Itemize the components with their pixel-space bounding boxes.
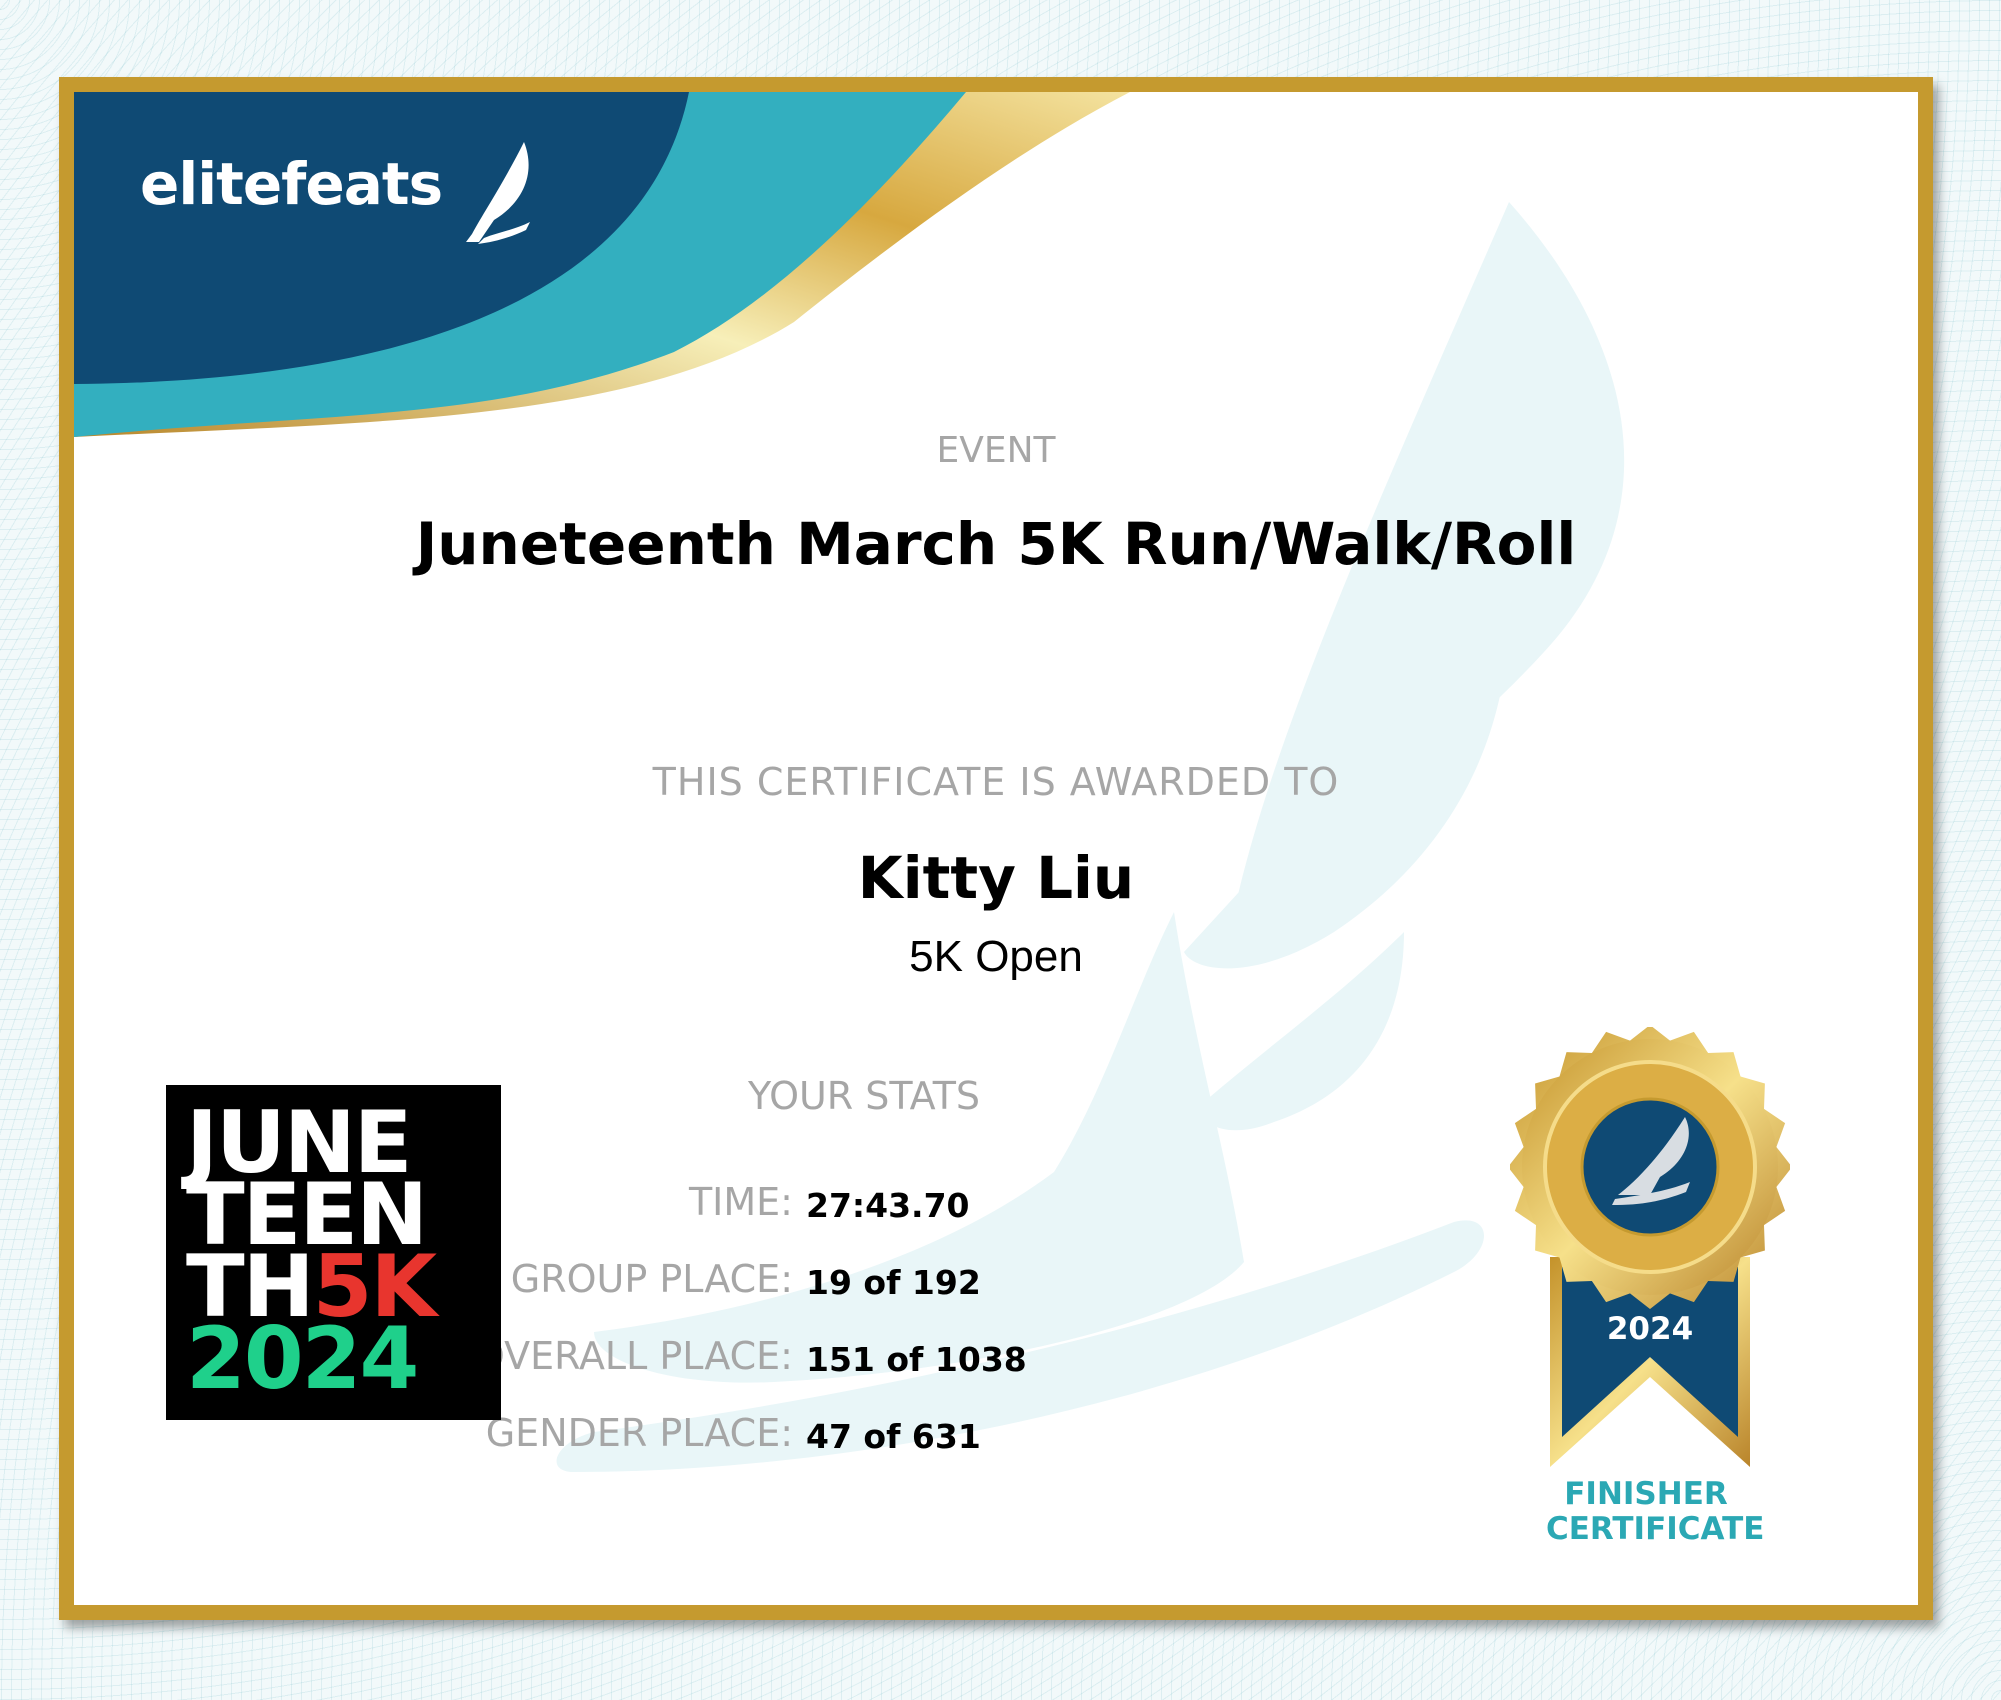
certificate: elitefeats EVENT Juneteenth March 5K Run… [74,92,1918,1605]
stat-age-group-place: AGE GROUP PLACE: 19 of 192 [374,1257,1374,1307]
stat-gender-place: GENDER PLACE: 47 of 631 [374,1411,1374,1461]
logo-line: 2024 [186,1309,419,1409]
finisher-caption: FINISHER CERTIFICATE [1546,1476,1765,1547]
logo-line: TEEN [186,1165,428,1265]
recipient-name: Kitty Liu [857,844,1135,912]
awarded-to-label: THIS CERTIFICATE IS AWARDED TO [652,760,1340,804]
certificate-frame: elitefeats EVENT Juneteenth March 5K Run… [59,77,1933,1620]
header-swoosh [74,92,1130,437]
division: 5K Open [909,932,1083,981]
elitefeats-logo: elitefeats [140,150,443,218]
logo-line: TH5K [186,1244,501,1330]
stat-overall-place: OVERALL PLACE: 151 of 1038 [374,1334,1374,1384]
medal-year: 2024 [1607,1311,1693,1347]
juneteenth-5k-logo: JUNE TEEN TH5K 2024 [166,1085,501,1420]
logo-5k: 5K [312,1237,437,1337]
event-label: EVENT [936,430,1056,471]
stat-value: 27:43.70 [806,1186,970,1225]
stat-label: OVERALL PLACE: [474,1334,793,1378]
stat-label: GENDER PLACE: [485,1411,793,1455]
stat-value: 19 of 192 [806,1263,981,1302]
event-title: Juneteenth March 5K Run/Walk/Roll [415,510,1577,578]
caption-line-1: FINISHER [1564,1476,1728,1512]
caption-line-2: CERTIFICATE [1546,1511,1765,1547]
finisher-medal: 2024 [1510,1027,1790,1467]
winged-foot-watermark [556,202,1625,1472]
logo-th: TH [186,1237,315,1337]
logo-line: JUNE [186,1093,413,1193]
stat-time: TIME: 27:43.70 [374,1180,1374,1230]
stat-value: 151 of 1038 [806,1340,1027,1379]
stat-value: 47 of 631 [806,1417,981,1456]
winged-foot-icon [466,142,530,244]
stat-label: TIME: [688,1180,793,1224]
stats-title: YOUR STATS [747,1074,981,1118]
